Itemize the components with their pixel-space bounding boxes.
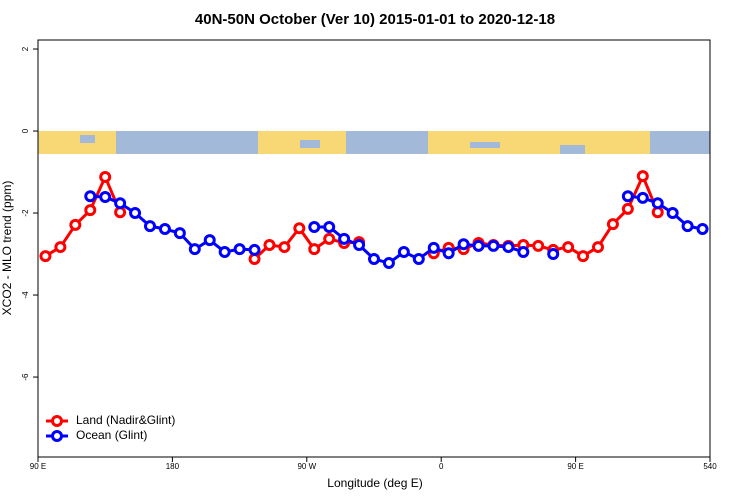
- x-tick-label: 0: [439, 462, 444, 471]
- data-point: [323, 232, 336, 245]
- x-tick-label: 90 E: [567, 462, 583, 471]
- data-point: [248, 243, 261, 256]
- data-point: [442, 247, 455, 260]
- plot-frame: [37, 39, 711, 458]
- data-point: [188, 243, 201, 256]
- data-point: [412, 252, 425, 265]
- data-point: [308, 243, 321, 256]
- data-point: [338, 232, 351, 245]
- data-point: [233, 243, 246, 256]
- data-point: [487, 239, 500, 252]
- legend-marker: [51, 415, 63, 427]
- data-point: [666, 207, 679, 220]
- data-point: [472, 239, 485, 252]
- data-point: [547, 248, 560, 261]
- land-area: [38, 131, 116, 154]
- data-point: [129, 207, 142, 220]
- data-point: [502, 241, 515, 254]
- y-tick-label: -4: [21, 291, 30, 299]
- data-point: [308, 220, 321, 233]
- data-point: [606, 218, 619, 231]
- data-point: [114, 197, 127, 210]
- data-point: [99, 191, 112, 204]
- data-point: [99, 170, 112, 183]
- data-point: [278, 241, 291, 254]
- data-point: [39, 250, 52, 263]
- data-point: [293, 222, 306, 235]
- data-point: [353, 239, 366, 252]
- x-tick-label: 540: [703, 462, 717, 471]
- data-point: [173, 227, 186, 240]
- legend-label: Ocean (Glint): [76, 428, 147, 442]
- legend-marker: [51, 430, 63, 442]
- data-point: [323, 220, 336, 233]
- x-tick-label: 180: [166, 462, 180, 471]
- chart-title: 40N-50N October (Ver 10) 2015-01-01 to 2…: [195, 11, 555, 28]
- x-tick-label: 90 W: [297, 462, 316, 471]
- data-point: [681, 220, 694, 233]
- land-area: [428, 131, 650, 154]
- data-point: [54, 241, 67, 254]
- data-point: [621, 202, 634, 215]
- data-point: [69, 218, 82, 231]
- y-tick-label: -2: [21, 209, 30, 217]
- data-point: [696, 223, 709, 236]
- y-axis-label: XCO2 - MLO trend (ppm): [0, 181, 14, 316]
- data-point: [592, 241, 604, 254]
- x-axis-label: Longitude (deg E): [327, 476, 422, 490]
- ocean-area: [560, 145, 585, 154]
- land-ocean-strip: [38, 131, 710, 154]
- legend-label: Land (Nadir&Glint): [76, 413, 175, 427]
- data-point: [457, 238, 470, 251]
- data-point: [144, 220, 156, 233]
- data-point: [382, 257, 395, 270]
- ocean-area: [80, 135, 95, 143]
- y-tick-label: 2: [21, 46, 30, 51]
- data-point: [84, 204, 97, 217]
- data-point: [636, 170, 649, 183]
- data-point: [84, 190, 97, 203]
- data-point: [517, 245, 530, 258]
- data-point: [577, 250, 590, 263]
- data-point: [218, 245, 231, 258]
- data-point: [651, 197, 664, 210]
- y-tick-label: -6: [21, 373, 30, 381]
- data-point: [427, 241, 440, 254]
- data-point: [158, 223, 171, 236]
- data-point: [532, 239, 545, 252]
- data-point: [621, 190, 634, 203]
- ocean-area: [300, 140, 320, 148]
- y-tick-label: 0: [21, 128, 30, 133]
- data-point: [562, 241, 575, 254]
- x-tick-label: 90 E: [30, 462, 46, 471]
- ocean-area: [470, 142, 500, 148]
- data-point: [368, 252, 380, 265]
- data-point: [636, 191, 649, 204]
- data-point: [203, 234, 216, 247]
- data-point: [263, 239, 276, 252]
- data-point: [397, 245, 410, 258]
